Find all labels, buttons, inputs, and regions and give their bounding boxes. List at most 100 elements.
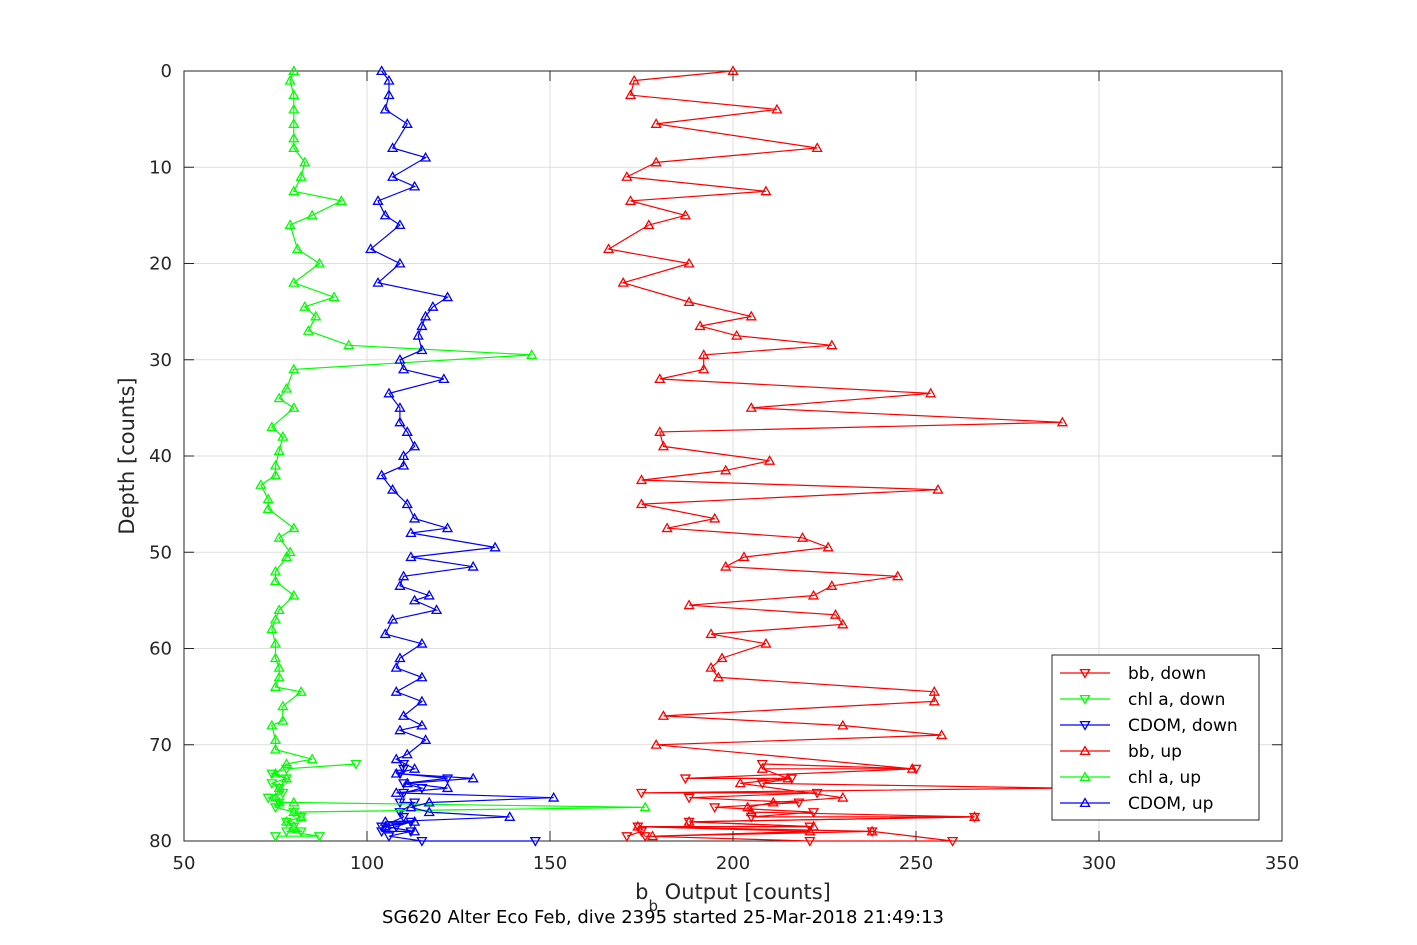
legend-entry-label: chl a, up: [1128, 768, 1201, 788]
data-point: [350, 759, 362, 770]
legend-entry-label: CDOM, up: [1128, 794, 1213, 814]
data-point: [288, 118, 300, 128]
data-point: [397, 710, 410, 720]
data-point: [650, 738, 662, 749]
data-point: [372, 195, 384, 205]
data-point: [310, 310, 322, 321]
data-point: [405, 527, 417, 538]
data-point: [306, 209, 318, 220]
data-point: [734, 777, 746, 788]
data-point: [335, 195, 348, 205]
data-point: [269, 832, 282, 842]
data-point: [1056, 416, 1069, 427]
data-point: [928, 686, 940, 696]
data-point: [807, 589, 820, 600]
data-point: [277, 700, 289, 711]
data-point: [394, 353, 406, 364]
data-point: [269, 469, 282, 480]
data-point: [756, 763, 768, 773]
data-point: [288, 185, 300, 196]
data-point: [720, 464, 732, 475]
legend-swatch-marker: [1079, 771, 1091, 782]
y-axis-label: Depth [counts]: [115, 377, 139, 534]
data-point: [804, 825, 816, 836]
data-point: [405, 801, 417, 812]
data-point: [504, 811, 516, 821]
data-point: [397, 812, 410, 823]
x-tick-label: 200: [716, 853, 750, 874]
data-point: [379, 815, 391, 826]
data-point: [621, 832, 633, 842]
y-tick-label: 80: [149, 831, 172, 852]
data-point: [273, 671, 285, 682]
data-point: [295, 686, 307, 696]
data-point: [379, 209, 391, 220]
data-point: [376, 469, 388, 480]
data-point: [683, 296, 695, 307]
data-point: [829, 609, 842, 619]
data-point: [273, 782, 285, 793]
data-point: [343, 339, 355, 350]
data-point: [379, 628, 391, 639]
data-point: [288, 276, 300, 287]
data-point: [262, 493, 274, 504]
legend-entry-label: bb, up: [1128, 742, 1182, 762]
data-point: [386, 483, 399, 494]
y-tick-label: 10: [149, 157, 172, 178]
data-point: [390, 767, 402, 778]
data-point: [837, 719, 849, 730]
y-tick-label: 30: [149, 350, 172, 371]
data-point: [441, 522, 454, 533]
data-point: [408, 512, 421, 523]
data-point: [866, 825, 878, 836]
data-point: [628, 74, 640, 85]
data-point: [906, 763, 918, 773]
x-tick-label: 250: [899, 853, 933, 874]
data-point: [416, 344, 428, 355]
legend-entry-label: CDOM, down: [1128, 716, 1238, 736]
data-point: [548, 791, 560, 802]
data-point: [288, 103, 300, 114]
data-point: [313, 832, 326, 842]
data-point: [683, 257, 695, 268]
data-point: [529, 836, 541, 847]
data-point: [654, 426, 666, 436]
data-point: [745, 402, 757, 412]
data-point: [467, 772, 479, 783]
data-point: [632, 820, 644, 831]
series-5: [365, 65, 560, 836]
data-point: [383, 832, 395, 842]
data-point: [441, 782, 454, 793]
y-tick-label: 20: [149, 254, 172, 275]
legend-swatch-marker: [1079, 694, 1091, 705]
data-point: [423, 589, 435, 600]
data-point: [266, 421, 278, 432]
data-point: [397, 764, 410, 775]
data-point: [266, 769, 278, 780]
data-point: [295, 827, 307, 838]
series-3: [602, 65, 1069, 841]
data-point: [767, 796, 779, 807]
data-point: [394, 416, 406, 427]
data-point: [266, 719, 278, 730]
data-point: [288, 142, 300, 153]
data-point: [745, 806, 757, 817]
data-point: [928, 695, 940, 706]
data-point: [419, 151, 432, 162]
data-point: [617, 276, 629, 287]
data-point: [683, 815, 695, 826]
data-point: [716, 652, 728, 663]
series-line: [626, 763, 1063, 842]
data-point: [738, 551, 750, 562]
data-point: [288, 820, 300, 831]
legend-box: [1051, 654, 1260, 821]
y-tick-label: 50: [149, 542, 172, 563]
x-tick-label: 50: [173, 853, 196, 874]
data-point: [416, 320, 428, 331]
data-point: [822, 541, 834, 552]
data-point: [892, 570, 904, 581]
data-point: [826, 339, 838, 350]
data-point: [273, 661, 285, 672]
data-point: [383, 89, 395, 100]
